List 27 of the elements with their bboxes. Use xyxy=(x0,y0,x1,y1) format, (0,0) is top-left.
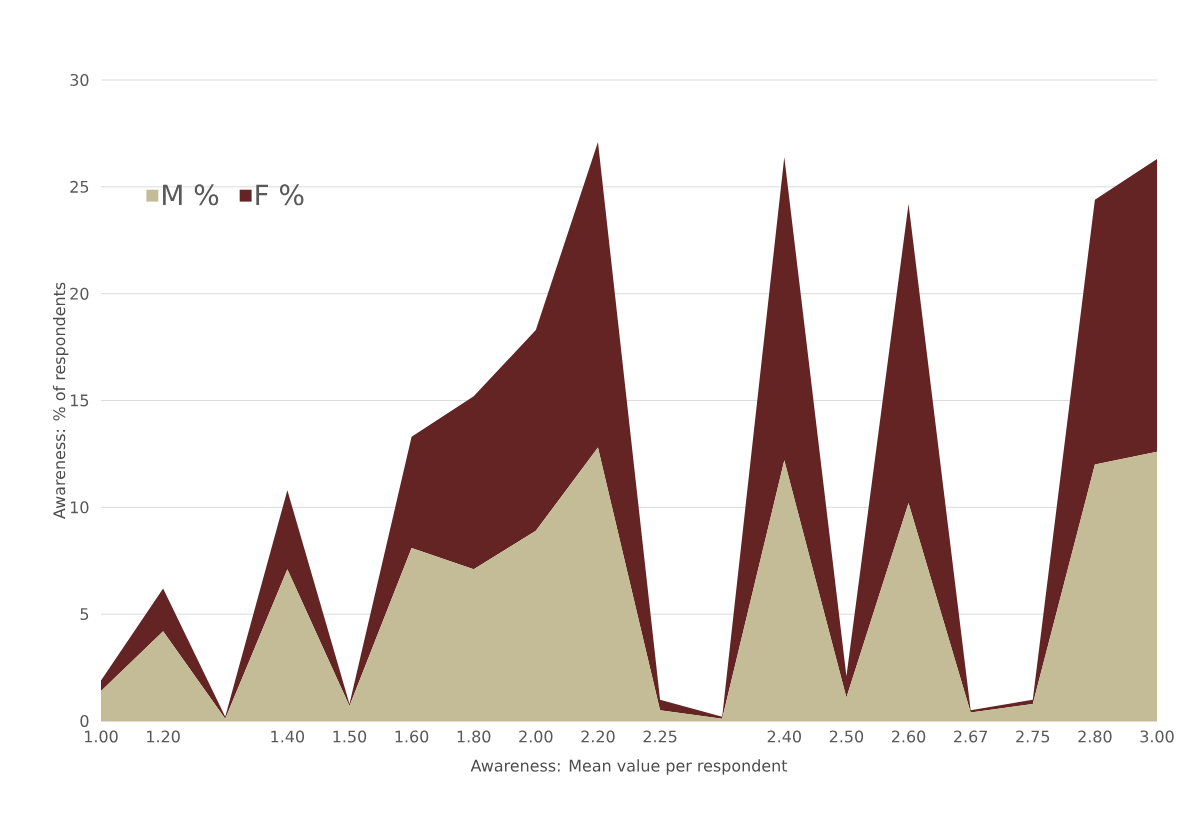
y-tick-label: 20 xyxy=(70,287,89,300)
x-tick-label: 2.20 xyxy=(581,730,615,743)
x-tick-label: 2.67 xyxy=(954,730,988,743)
x-tick-label: 2.00 xyxy=(519,730,553,743)
x-tick-label: 1.60 xyxy=(395,730,429,743)
y-tick-label: 30 xyxy=(70,73,89,87)
x-tick-label: 1.20 xyxy=(147,730,180,743)
legend-label: M % xyxy=(163,184,219,206)
x-tick-label: 2.80 xyxy=(1078,730,1112,743)
x-tick-label: 1.50 xyxy=(333,730,367,743)
y-tick-label: 15 xyxy=(70,394,89,407)
x-tick-label: 1.40 xyxy=(271,730,305,743)
legend-label: F % xyxy=(256,184,304,206)
y-tick-label: 10 xyxy=(70,501,89,514)
x-tick-label: 2.60 xyxy=(891,730,926,743)
x-tick-label: 1.00 xyxy=(85,730,118,743)
y-tick-label: 0 xyxy=(80,714,89,728)
x-tick-label: 1.80 xyxy=(457,730,491,743)
x-axis-title: Awareness: Mean value per respondent xyxy=(470,759,788,775)
x-tick-label: 3.00 xyxy=(1140,730,1174,743)
x-tick-label: 2.50 xyxy=(829,730,864,743)
y-tick-label: 5 xyxy=(80,608,89,621)
x-tick-label: 2.75 xyxy=(1016,730,1050,743)
x-tick-label: 2.40 xyxy=(767,730,801,743)
y-tick-label: 25 xyxy=(70,180,89,193)
x-tick-label: 2.25 xyxy=(643,730,677,743)
y-axis-title: Awareness: % of respondents xyxy=(52,282,69,519)
